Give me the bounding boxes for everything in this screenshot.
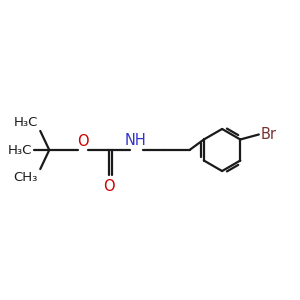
Text: H₃C: H₃C	[14, 116, 38, 129]
Text: H₃C: H₃C	[8, 143, 32, 157]
Text: Br: Br	[260, 127, 276, 142]
Text: NH: NH	[125, 133, 147, 148]
Text: O: O	[77, 134, 89, 149]
Text: O: O	[103, 178, 115, 194]
Text: CH₃: CH₃	[14, 171, 38, 184]
